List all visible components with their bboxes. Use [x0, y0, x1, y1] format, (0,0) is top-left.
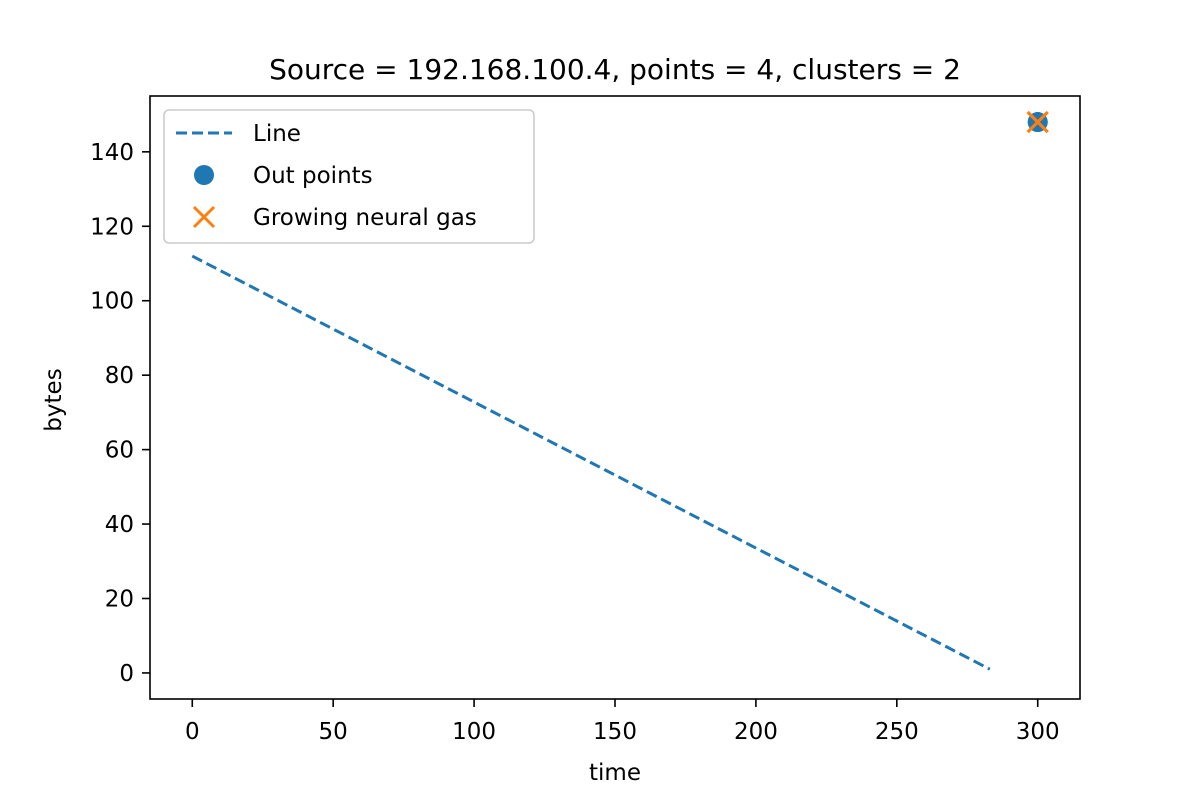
legend-label: Out points	[253, 163, 373, 189]
legend-label: Growing neural gas	[253, 205, 477, 231]
y-tick-label: 60	[105, 438, 134, 464]
chart-title: Source = 192.168.100.4, points = 4, clus…	[269, 53, 961, 86]
x-axis-label: time	[589, 760, 641, 786]
legend-box	[163, 109, 535, 244]
x-tick-label: 0	[185, 719, 200, 745]
legend-items: Line Out points Growing neural gas	[176, 121, 477, 231]
x-tick-label: 100	[452, 719, 496, 745]
x-tick-label: 250	[875, 719, 919, 745]
legend-entry: Out points	[194, 163, 373, 189]
y-tick-label: 20	[105, 587, 134, 613]
y-tick-label: 120	[90, 214, 134, 240]
series-line	[191, 254, 991, 671]
legend: Line Out points Growing neural gas	[163, 109, 535, 244]
y-tick-label: 100	[90, 289, 134, 315]
gng-point	[1026, 110, 1049, 134]
legend-circle-swatch	[194, 165, 214, 185]
x-tick-label: 300	[1016, 719, 1060, 745]
legend-entry: Growing neural gas	[192, 205, 477, 231]
series-layer	[191, 110, 1049, 671]
x-tick-label: 150	[593, 719, 637, 745]
y-axis: 0 20 40 60 80 100 120 140	[90, 140, 150, 687]
y-tick-label: 140	[90, 140, 134, 166]
y-tick-label: 40	[105, 512, 134, 538]
y-tick-label: 0	[119, 661, 134, 687]
y-axis-label: bytes	[41, 368, 67, 431]
legend-x-swatch	[192, 205, 216, 229]
gng-point-stroke	[1026, 110, 1049, 134]
x-tick-label: 50	[319, 719, 348, 745]
y-tick-label: 80	[105, 363, 134, 389]
x-tick-label: 200	[734, 719, 778, 745]
x-axis: 0 50 100 150 200 250 300	[185, 699, 1060, 745]
legend-label: Line	[253, 121, 301, 147]
legend-entry: Line	[176, 121, 301, 147]
